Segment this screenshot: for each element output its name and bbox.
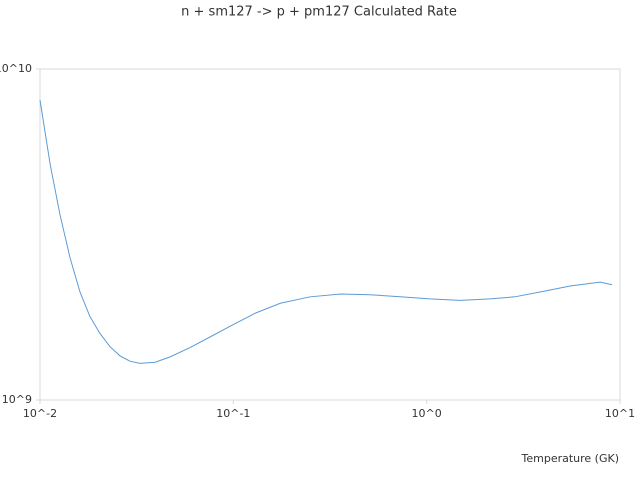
chart-title: n + sm127 -> p + pm127 Calculated Rate: [181, 5, 457, 20]
y-tick-label: 10^10: [0, 62, 32, 75]
y-tick-label: 10^9: [2, 393, 32, 406]
x-tick-label: 10^1: [605, 407, 635, 420]
plot-area: [39, 68, 621, 401]
x-tick-label: 10^-1: [216, 407, 250, 420]
x-tick-label: 10^-2: [23, 407, 57, 420]
x-axis-title: Temperature (GK): [521, 452, 620, 465]
x-tick-label: 10^0: [412, 407, 442, 420]
series-line: [39, 99, 613, 364]
